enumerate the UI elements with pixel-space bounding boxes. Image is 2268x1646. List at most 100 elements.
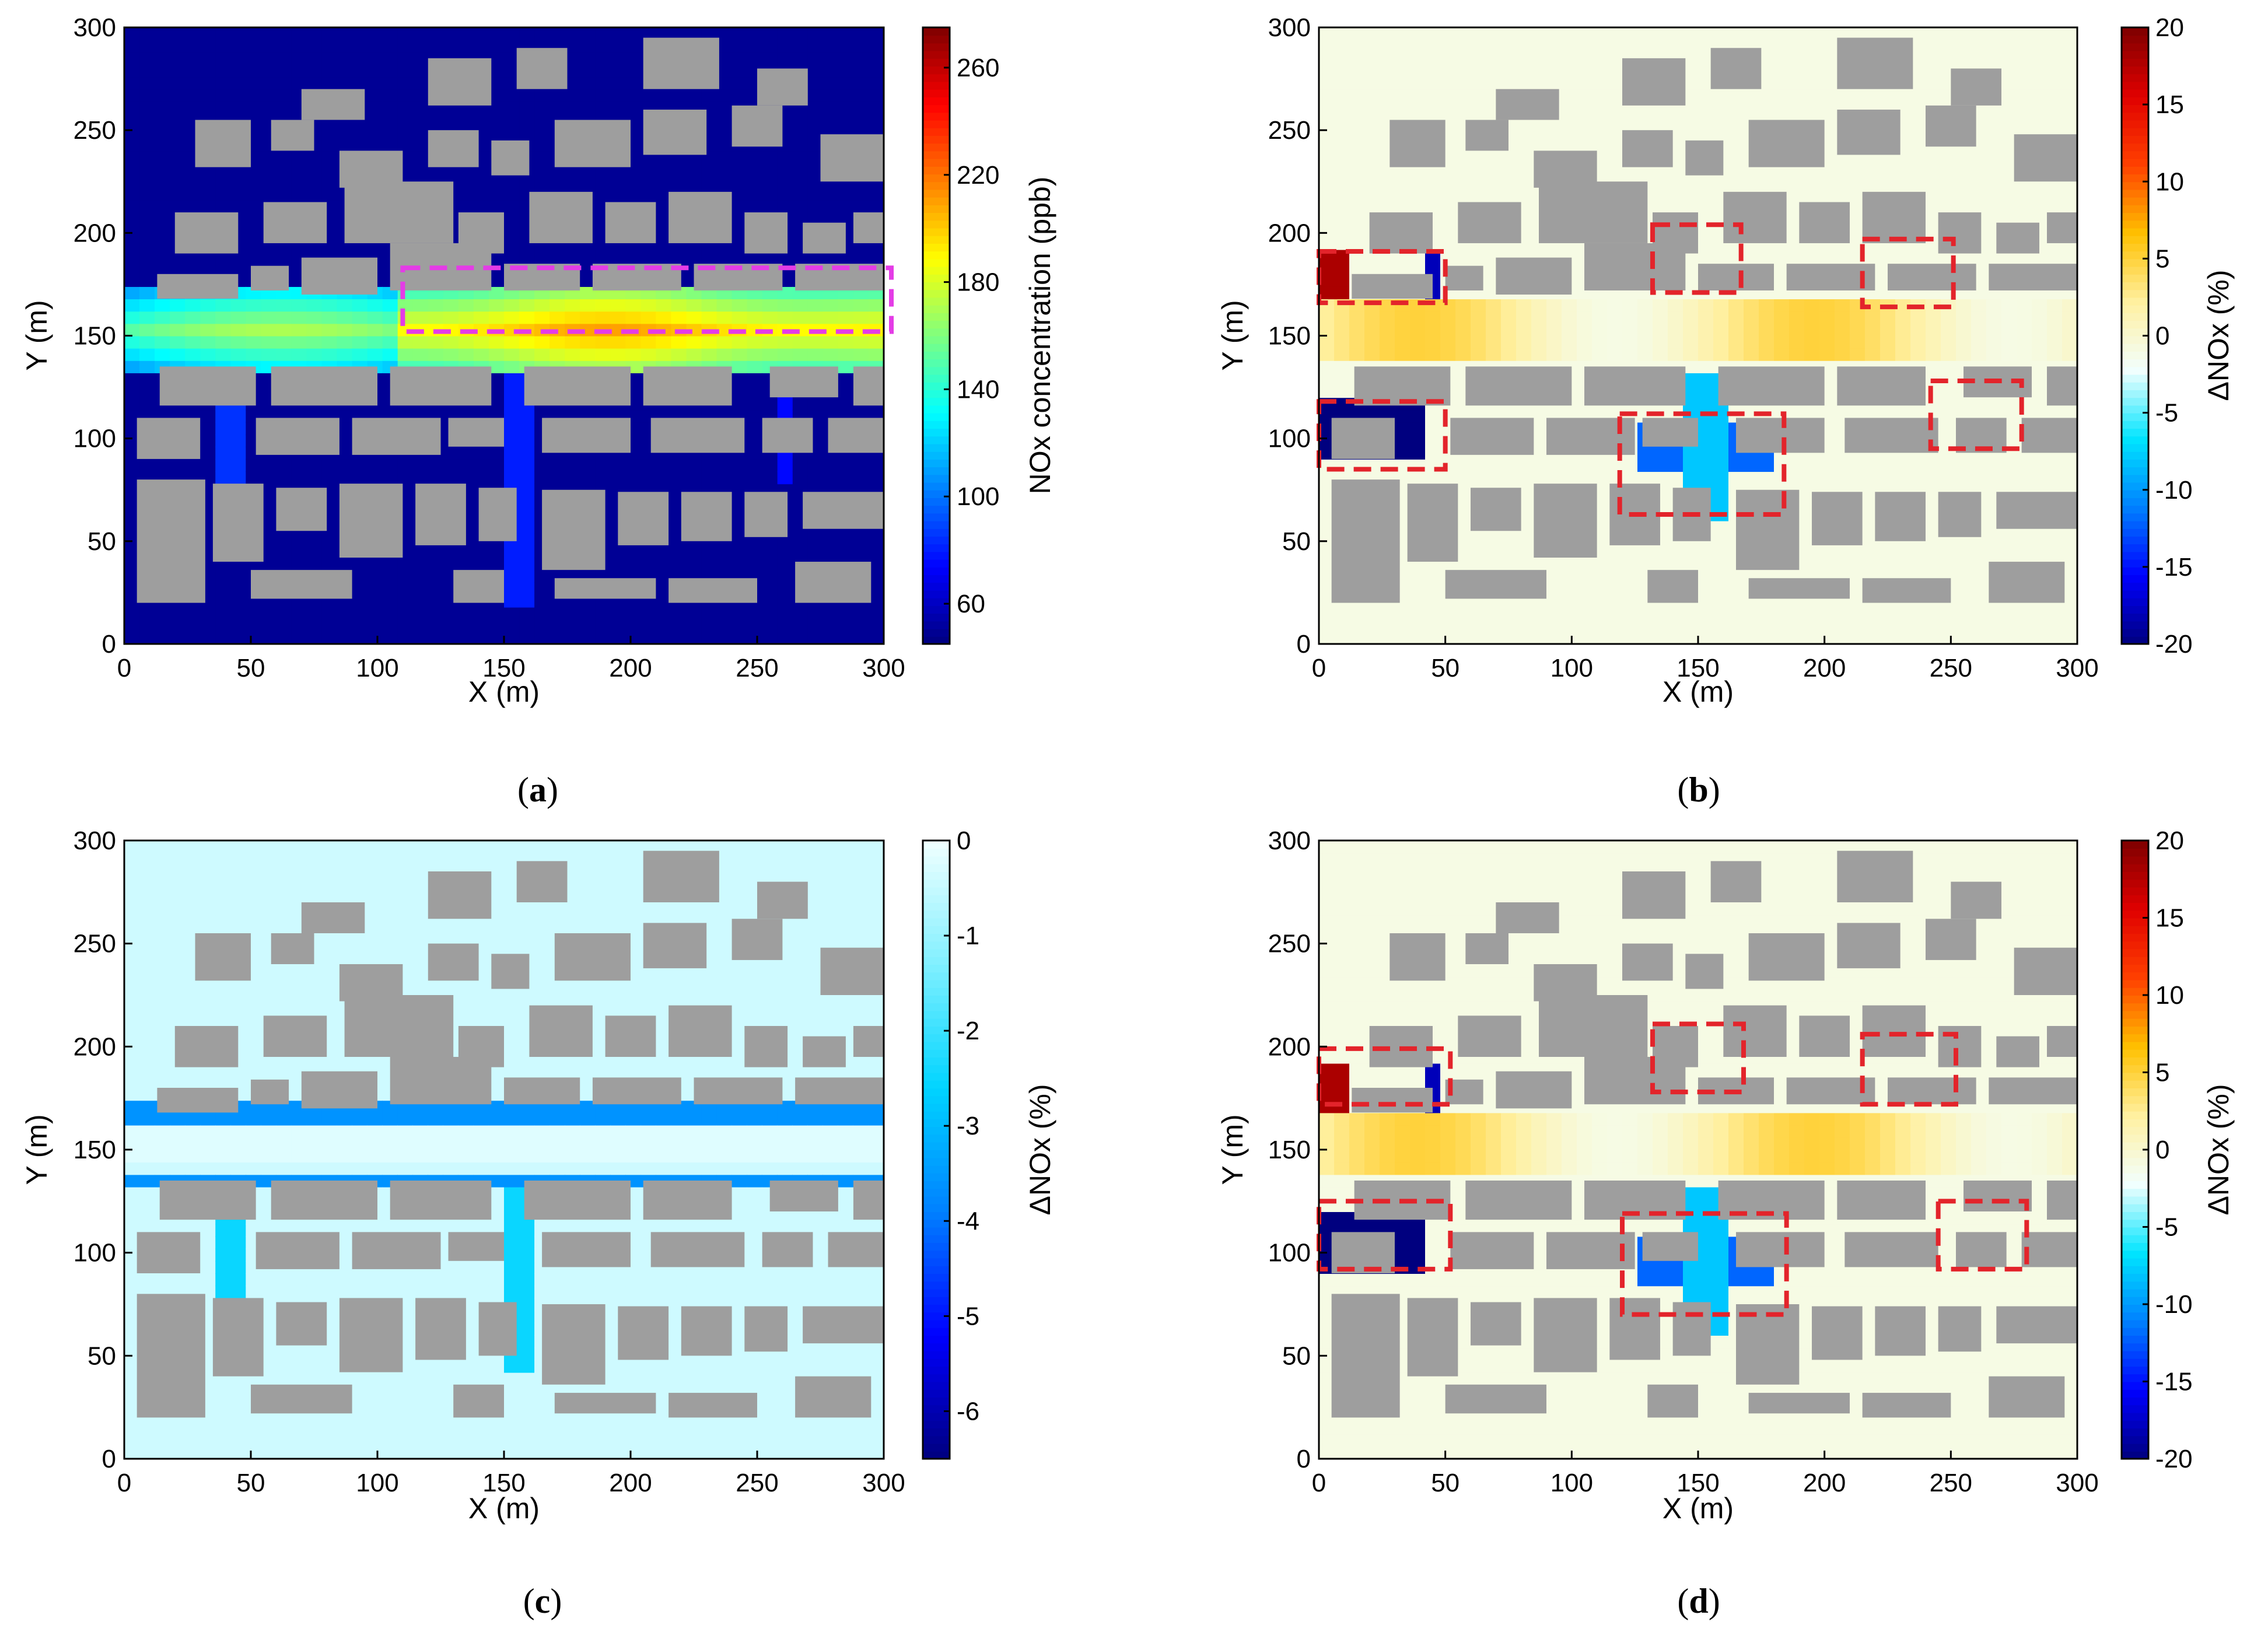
heat-cell [473,558,489,571]
heat-cell [291,323,307,337]
heat-cell [762,27,778,41]
heat-cell [443,348,459,361]
heat-cell [1835,471,1850,485]
heat-cell [1516,175,1532,188]
heat-cell [1501,64,1517,78]
heat-cell [306,64,323,78]
heat-cell [1334,335,1350,349]
heat-cell [1471,311,1486,324]
heat-cell [1895,163,1911,176]
heat-cell [747,446,763,460]
heat-cell [1607,163,1623,176]
heat-cell [716,323,733,337]
heat-cell [170,311,186,324]
colorbar-segment [923,505,950,514]
heat-cell [1319,138,1335,152]
heat-cell [1486,533,1502,546]
heat-cell [1728,570,1744,583]
heat-cell [1653,446,1668,460]
heat-cell [337,631,353,644]
heat-cell [124,508,141,521]
heat-cell [1440,187,1456,201]
heat-cell [1395,64,1410,78]
heat-cell [701,607,718,620]
heat-cell [822,101,839,114]
heat-cell [792,607,808,620]
heat-cell [1349,89,1365,102]
heat-cell [352,323,368,337]
heat-cell [473,299,489,312]
heat-cell [1364,64,1380,78]
heat-cell [534,335,551,349]
heat-cell [868,311,884,324]
heat-cell [1789,27,1805,41]
heat-cell [352,471,368,485]
heat-cell [1455,52,1471,65]
heat-cell [1744,175,1759,188]
heat-cell [1319,348,1335,361]
heat-cell [1471,150,1486,164]
heat-cell [1986,52,2002,65]
heat-cell [1319,101,1335,114]
heat-cell [185,261,201,275]
heat-cell [868,40,884,53]
heat-cell [1713,533,1729,546]
heat-cell [276,323,292,337]
heat-cell [853,471,869,485]
heat-cell [1531,323,1547,337]
heat-cell [732,545,748,559]
heat-cell [610,335,626,349]
heat-cell [1728,348,1744,361]
heat-cell [1713,619,1729,632]
heat-cell [215,607,232,620]
heat-cell [1516,311,1532,324]
building [458,212,504,254]
building [643,37,719,89]
highlight-box [400,265,894,334]
heat-cell [1410,27,1426,41]
heat-cell [504,311,520,324]
heat-cell [291,545,307,559]
heat-cell [807,138,824,152]
heat-cell [428,631,444,644]
heat-cell [671,175,687,188]
heat-cell [1607,113,1623,127]
heat-cell [1349,52,1365,65]
heat-cell [352,52,368,65]
heat-cell [1592,52,1608,65]
heat-cell [1410,619,1426,632]
heat-cell [367,594,383,608]
heat-cell [701,458,718,472]
heat-cell [868,582,884,596]
heat-cell [306,52,323,65]
heat-cell [1364,40,1380,53]
heat-cell [230,348,247,361]
heat-cell [550,175,566,188]
heat-cell [1728,594,1744,608]
heat-cell [1956,299,1972,312]
heat-cell [1789,101,1805,114]
heat-cell [1546,558,1562,571]
heat-cell [822,199,839,213]
building [643,366,732,406]
heat-cell [246,458,262,472]
heat-cell [1334,150,1350,164]
heat-cell [732,520,748,534]
building [195,120,251,167]
heat-cell [868,113,884,127]
heat-cell [1713,434,1729,447]
heat-cell [185,619,201,632]
heat-cell [170,138,186,152]
heat-cell [1819,299,1835,312]
heat-cell [1607,311,1623,324]
heat-cell [1425,422,1441,435]
heat-cell [185,458,201,472]
heat-cell [1395,89,1410,102]
heat-cell [1319,558,1335,571]
heat-cell [1334,76,1350,90]
heat-cell [473,631,489,644]
building [271,120,314,151]
heat-cell [1850,199,1866,213]
heat-cell [1759,458,1774,472]
heat-cell [747,458,763,472]
